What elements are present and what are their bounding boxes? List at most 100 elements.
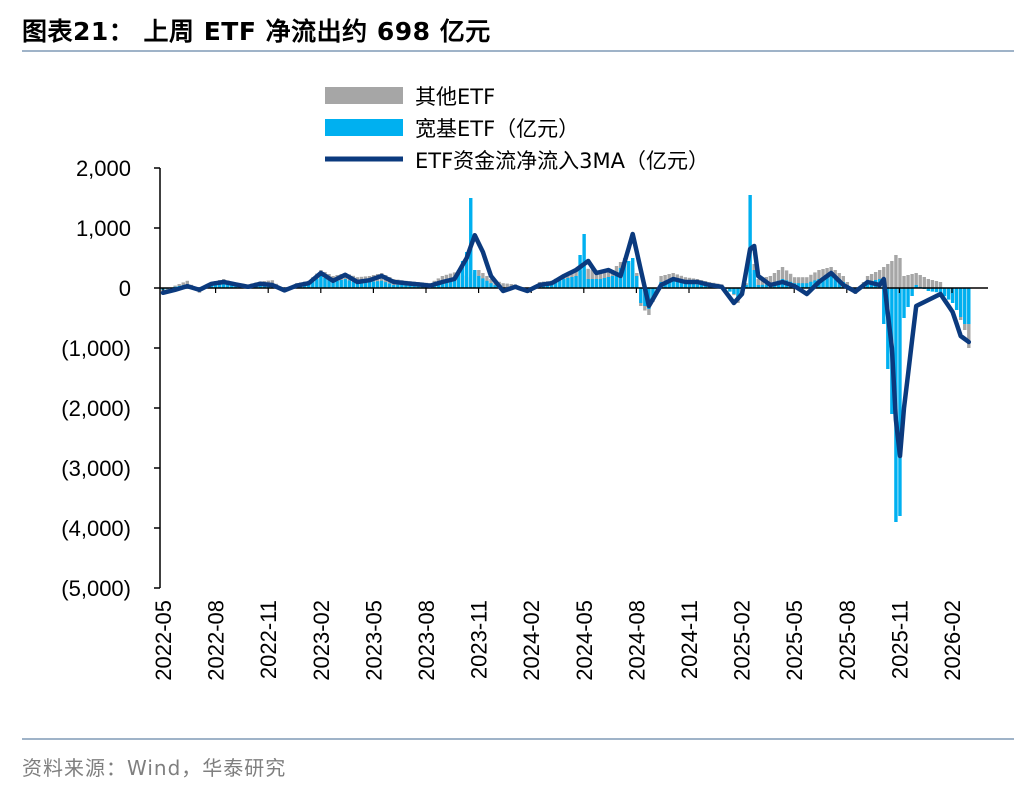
y-tick-label: 1,000 bbox=[76, 216, 131, 241]
bar-broad-etf bbox=[946, 288, 951, 300]
bar-other-etf bbox=[894, 255, 898, 288]
bar-broad-etf bbox=[400, 284, 404, 288]
bars-other-etf bbox=[161, 255, 971, 348]
bar-broad-etf bbox=[626, 261, 631, 288]
bar-broad-etf bbox=[736, 288, 740, 300]
bar-broad-etf bbox=[703, 285, 708, 288]
bar-broad-etf bbox=[554, 281, 558, 288]
bar-other-etf bbox=[938, 282, 943, 288]
bar-other-etf bbox=[768, 276, 773, 288]
bar-broad-etf bbox=[801, 283, 805, 288]
bar-broad-etf bbox=[938, 288, 943, 293]
bar-broad-etf bbox=[821, 277, 825, 288]
bar-broad-etf bbox=[436, 283, 441, 288]
bar-broad-etf bbox=[967, 288, 971, 324]
x-tick-label: 2023-11 bbox=[467, 600, 492, 679]
source-note: 资料来源：Wind，华泰研究 bbox=[22, 756, 287, 780]
x-tick-label: 2023-02 bbox=[309, 600, 334, 681]
bar-broad-etf bbox=[440, 282, 445, 288]
bar-other-etf bbox=[776, 270, 781, 288]
bar-broad-etf bbox=[319, 276, 323, 288]
y-tick-label: 0 bbox=[119, 276, 131, 301]
bar-other-etf bbox=[788, 273, 793, 288]
bar-other-etf bbox=[805, 277, 809, 288]
bar-broad-etf bbox=[343, 279, 347, 288]
y-axis-labels: 2,000 1,000 0 (1,000) (2,000) (3,000) (4,000) (… bbox=[61, 156, 131, 601]
bar-broad-etf bbox=[327, 280, 331, 288]
bar-broad-etf bbox=[222, 283, 226, 288]
footer-divider bbox=[22, 738, 1014, 740]
bar-broad-etf bbox=[412, 285, 416, 288]
bar-broad-etf bbox=[311, 281, 315, 288]
bar-broad-etf bbox=[448, 280, 453, 288]
bar-other-etf bbox=[379, 273, 384, 288]
bar-broad-etf bbox=[262, 285, 266, 288]
bar-broad-etf bbox=[416, 285, 420, 288]
bar-other-etf bbox=[501, 283, 505, 288]
x-tick-label: 2023-08 bbox=[414, 600, 439, 681]
bar-broad-etf bbox=[578, 255, 582, 288]
bars-broad-etf bbox=[161, 195, 971, 522]
bar-broad-etf bbox=[489, 283, 493, 288]
chart-title: 图表21： 上周 ETF 净流出约 698 亿元 bbox=[22, 17, 491, 46]
bar-broad-etf bbox=[307, 284, 311, 288]
legend-label-other: 其他ETF bbox=[415, 85, 495, 109]
bar-broad-etf bbox=[582, 234, 586, 288]
bar-broad-etf bbox=[550, 283, 554, 288]
bar-other-etf bbox=[780, 267, 785, 288]
bar-broad-etf bbox=[833, 276, 837, 288]
x-tick-label: 2023-05 bbox=[361, 600, 386, 681]
bar-broad-etf bbox=[610, 276, 615, 288]
bar-broad-etf bbox=[331, 282, 335, 288]
bar-other-etf bbox=[371, 275, 376, 288]
bar-broad-etf bbox=[622, 264, 627, 288]
bar-broad-etf bbox=[355, 283, 360, 288]
bar-broad-etf bbox=[959, 288, 963, 317]
x-tick-label: 2025-08 bbox=[835, 600, 860, 681]
bar-broad-etf bbox=[323, 278, 327, 288]
bar-broad-etf bbox=[367, 282, 372, 288]
bar-broad-etf bbox=[460, 261, 465, 288]
bar-broad-etf bbox=[934, 288, 939, 293]
legend-swatch-other bbox=[325, 87, 403, 104]
bar-broad-etf bbox=[764, 284, 769, 288]
bar-other-etf bbox=[906, 275, 910, 288]
x-tick-label: 2024-05 bbox=[572, 600, 597, 681]
bar-broad-etf bbox=[954, 288, 959, 310]
bar-broad-etf bbox=[639, 288, 643, 303]
bar-broad-etf bbox=[963, 288, 967, 324]
bar-other-etf bbox=[586, 268, 590, 288]
bar-broad-etf bbox=[347, 280, 351, 288]
x-tick-label: 2024-11 bbox=[677, 600, 702, 679]
bar-broad-etf bbox=[606, 277, 611, 288]
bar-broad-etf bbox=[732, 288, 736, 294]
bar-broad-etf bbox=[570, 277, 574, 288]
x-tick-label: 2026-02 bbox=[940, 600, 965, 681]
bar-broad-etf bbox=[728, 288, 732, 292]
bar-other-etf bbox=[809, 274, 813, 288]
bar-other-etf bbox=[388, 277, 392, 288]
bar-broad-etf bbox=[825, 275, 829, 288]
etf-flow-chart: 其他ETF 宽基ETF（亿元） ETF资金流净流入3MA（亿元） 2,000 1,… bbox=[61, 85, 988, 681]
bar-broad-etf bbox=[456, 270, 461, 288]
bar-other-etf bbox=[922, 277, 926, 288]
bar-broad-etf bbox=[590, 279, 594, 288]
y-tick-label: (5,000) bbox=[61, 576, 131, 601]
bar-other-etf bbox=[902, 276, 906, 288]
bar-broad-etf bbox=[464, 252, 469, 288]
bar-broad-etf bbox=[675, 281, 679, 288]
bar-broad-etf bbox=[910, 288, 914, 296]
bar-broad-etf bbox=[865, 282, 870, 288]
bar-broad-etf bbox=[671, 280, 675, 288]
bar-broad-etf bbox=[392, 285, 396, 288]
bar-broad-etf bbox=[797, 283, 801, 288]
bar-broad-etf bbox=[744, 285, 748, 288]
bar-broad-etf bbox=[477, 276, 481, 288]
bar-other-etf bbox=[375, 274, 380, 288]
bar-broad-etf bbox=[388, 283, 392, 288]
bar-broad-etf bbox=[335, 281, 339, 288]
bar-broad-etf bbox=[371, 281, 376, 288]
bar-broad-etf bbox=[234, 286, 238, 288]
bar-broad-etf bbox=[748, 195, 752, 288]
bar-broad-etf bbox=[481, 278, 485, 288]
